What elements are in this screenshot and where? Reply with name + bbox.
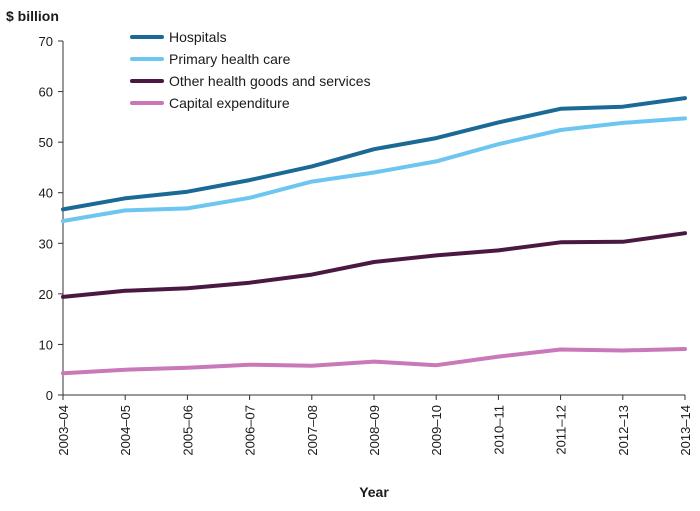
x-tick-label: 2004–05	[118, 405, 133, 456]
series-line-3	[61, 347, 687, 376]
x-axis-title: Year	[359, 484, 389, 500]
series-lines	[61, 96, 687, 376]
x-tick-label: 2008–09	[367, 405, 382, 456]
x-tick-label: 2011–12	[554, 405, 569, 455]
series-line-2	[61, 231, 687, 299]
x-tick-label: 2013–14	[678, 405, 693, 456]
series-line-1	[61, 116, 687, 223]
x-tick-label: 2006–07	[243, 405, 258, 456]
x-tick-label: 2003–04	[56, 405, 71, 456]
x-tick-label: 2012–13	[616, 405, 631, 456]
axes: 0 10 20 30 40 50 60 70 2003–04 2004–05 2005–06 2006…	[39, 34, 693, 456]
x-tick-label: 2009–10	[429, 405, 444, 456]
y-tick-label: 20	[39, 287, 53, 302]
y-tick-label: 70	[39, 34, 53, 49]
legend-label: Hospitals	[169, 29, 227, 45]
y-tick-label: 0	[46, 388, 53, 403]
y-tick-label: 50	[39, 135, 53, 150]
legend: Hospitals Primary health care Other health…	[130, 29, 371, 111]
y-tick-label: 30	[39, 236, 53, 251]
y-axis-title: $ billion	[6, 8, 59, 24]
x-tick-label: 2005–06	[180, 405, 195, 456]
y-tick-label: 60	[39, 85, 53, 100]
y-tick-label: 10	[39, 337, 53, 352]
legend-label: Other health goods and services	[169, 73, 371, 89]
series-line-0	[61, 96, 687, 212]
legend-label: Capital expenditure	[169, 95, 290, 111]
y-tick-label: 40	[39, 186, 53, 201]
x-tick-label: 2007–08	[305, 405, 320, 456]
legend-label: Primary health care	[169, 51, 291, 67]
x-tick-label: 2010–11	[491, 405, 506, 455]
